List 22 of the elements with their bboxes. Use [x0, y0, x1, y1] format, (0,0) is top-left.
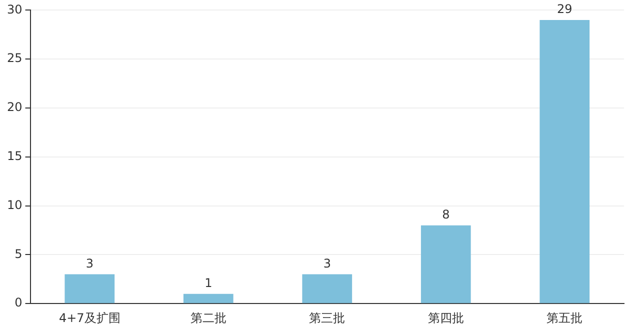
bar [302, 274, 352, 304]
bar [540, 20, 590, 304]
y-tick-label: 25 [6, 51, 22, 66]
x-tick-label: 4+7及扩围 [58, 310, 120, 325]
bar [64, 274, 115, 304]
bar [420, 225, 471, 304]
bar [183, 294, 234, 304]
y-tick-label: 10 [6, 198, 22, 212]
y-tick-label: 5 [14, 246, 22, 261]
data-label: 29 [556, 2, 572, 16]
data-label: 8 [442, 207, 450, 222]
y-tick-label: 20 [6, 100, 22, 114]
data-label: 3 [86, 256, 94, 270]
y-tick-label: 30 [6, 2, 22, 16]
data-label: 1 [204, 276, 212, 290]
x-tick-label: 第五批 [546, 310, 583, 325]
x-tick-label: 第二批 [190, 310, 226, 325]
y-tick-label: 0 [14, 296, 22, 310]
x-tick-label: 第三批 [309, 310, 346, 325]
y-tick-label: 15 [6, 149, 22, 164]
x-tick-label: 第四批 [428, 310, 464, 325]
data-label: 3 [323, 256, 331, 270]
